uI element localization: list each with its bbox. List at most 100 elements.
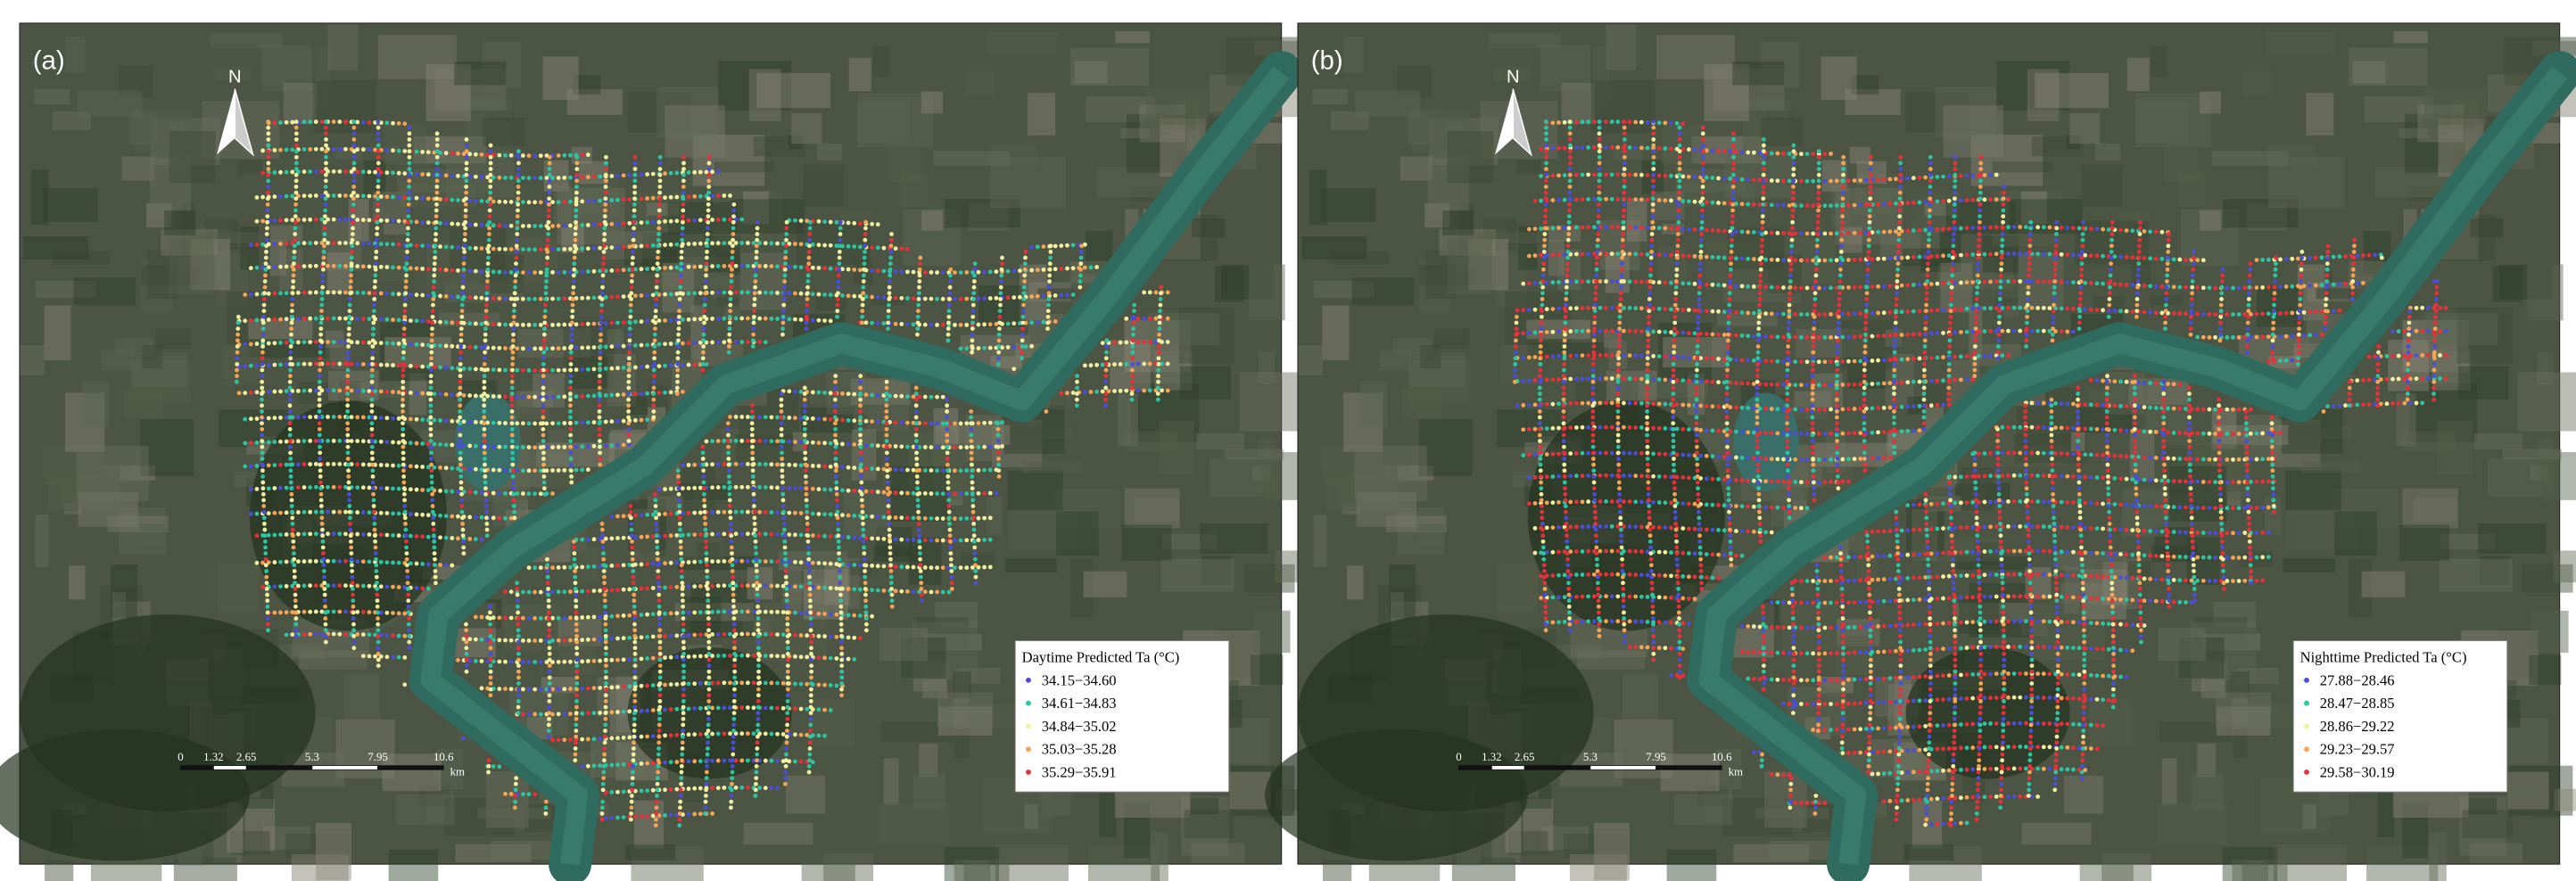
road-point xyxy=(420,266,425,271)
road-point xyxy=(313,415,318,419)
terrain-patch xyxy=(426,787,453,823)
road-point xyxy=(568,152,573,158)
road-point xyxy=(546,214,551,219)
terrain-patch xyxy=(285,833,351,859)
road-point xyxy=(626,391,632,396)
road-point xyxy=(715,264,721,268)
road-point xyxy=(706,226,710,231)
road-point xyxy=(639,734,644,739)
road-point xyxy=(284,532,289,537)
road-point xyxy=(443,293,449,299)
road-point xyxy=(384,341,390,346)
road-point xyxy=(585,737,590,742)
road-point xyxy=(591,268,597,274)
road-point xyxy=(371,326,376,332)
road-point xyxy=(692,632,698,638)
road-point xyxy=(601,255,607,260)
road-point xyxy=(287,439,293,443)
road-point xyxy=(443,366,449,370)
road-point xyxy=(705,763,710,769)
road-point xyxy=(526,153,532,159)
road-point xyxy=(674,611,680,616)
road-point xyxy=(674,584,680,589)
road-point xyxy=(935,296,939,301)
road-point xyxy=(369,385,375,391)
road-point xyxy=(497,269,502,275)
road-point xyxy=(706,704,711,710)
road-point xyxy=(376,185,381,189)
terrain-patch xyxy=(753,136,805,157)
road-point xyxy=(513,781,518,786)
road-point xyxy=(510,338,516,343)
road-point xyxy=(420,243,425,248)
road-point xyxy=(319,291,325,296)
road-point xyxy=(756,657,761,663)
road-point xyxy=(828,487,833,492)
road-point xyxy=(727,320,732,325)
road-point xyxy=(450,221,455,226)
road-point xyxy=(479,490,484,495)
road-point xyxy=(1041,244,1046,249)
road-point xyxy=(846,656,851,662)
road-point xyxy=(609,762,615,768)
road-point xyxy=(467,536,473,541)
road-point xyxy=(514,776,519,780)
road-point xyxy=(384,463,390,468)
road-point xyxy=(639,267,644,272)
road-point xyxy=(755,219,760,225)
road-point xyxy=(609,815,615,820)
road-point xyxy=(686,218,691,223)
road-point xyxy=(846,488,851,493)
road-point xyxy=(254,486,260,491)
road-point xyxy=(745,340,750,344)
road-point xyxy=(631,250,636,254)
terrain-patch xyxy=(924,633,982,651)
terrain-patch xyxy=(627,498,666,551)
road-point xyxy=(546,586,550,591)
road-point xyxy=(533,322,538,327)
road-point xyxy=(516,698,521,704)
road-point xyxy=(781,522,787,526)
road-point xyxy=(645,364,650,369)
road-point xyxy=(656,237,661,243)
road-point xyxy=(301,583,307,589)
terrain-patch xyxy=(1190,797,1219,815)
road-point xyxy=(782,533,787,539)
road-point xyxy=(266,149,271,154)
road-point xyxy=(805,218,810,224)
road-point xyxy=(681,693,686,698)
road-point xyxy=(706,178,712,184)
road-point xyxy=(751,332,756,337)
road-point xyxy=(702,504,707,508)
road-point xyxy=(473,515,478,520)
road-point xyxy=(793,264,797,269)
road-point xyxy=(591,295,597,301)
road-point xyxy=(406,202,411,207)
road-point xyxy=(515,237,519,243)
road-point xyxy=(726,432,731,438)
road-point xyxy=(373,273,378,278)
road-point xyxy=(698,732,703,737)
road-point xyxy=(320,545,326,550)
road-point xyxy=(467,366,473,371)
road-point xyxy=(769,290,774,295)
road-point xyxy=(350,574,355,580)
road-point xyxy=(755,687,761,692)
road-point xyxy=(547,178,552,184)
road-point xyxy=(369,444,375,449)
road-point xyxy=(301,509,307,515)
road-point xyxy=(775,609,780,614)
road-point xyxy=(679,551,683,556)
road-point xyxy=(657,646,663,651)
road-point xyxy=(585,564,590,569)
terrain-patch xyxy=(954,670,970,727)
road-point xyxy=(603,622,608,627)
road-point xyxy=(396,265,401,270)
road-point xyxy=(485,279,490,284)
road-point xyxy=(538,247,543,252)
road-point xyxy=(703,279,708,284)
road-point xyxy=(373,267,378,272)
road-point xyxy=(626,426,632,432)
road-point xyxy=(371,309,376,314)
road-point xyxy=(698,559,703,564)
